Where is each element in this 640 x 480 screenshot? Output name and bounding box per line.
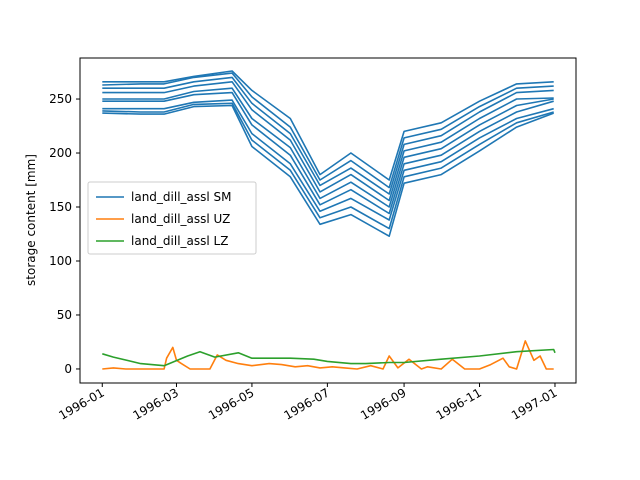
y-tick-label: 200 [49, 146, 72, 160]
series-sm-line-6 [102, 91, 554, 215]
y-axis-label: storage content [mm] [24, 154, 38, 286]
y-tick-label: 100 [49, 254, 72, 268]
legend-label-uz: land_dill_assl UZ [131, 212, 230, 226]
plot-area [102, 70, 556, 370]
y-tick-label: 50 [57, 308, 72, 322]
series-sm-line-9 [102, 104, 554, 237]
legend-frame [87, 181, 257, 255]
legend-label-sm: land_dill_assl SM [131, 190, 232, 204]
series-sm-line-1 [102, 70, 554, 181]
y-tick-label: 150 [49, 200, 72, 214]
y-tick-label: 0 [64, 362, 72, 376]
series-sm-line-7 [102, 99, 554, 221]
series-sm-line-2 [102, 72, 554, 189]
series-sm-line-5 [102, 87, 554, 208]
y-axis: 0 50 100 150 200 250 [49, 92, 80, 376]
axes-frame [79, 57, 577, 384]
series-sm-line-4 [102, 81, 554, 202]
series-lz-line [102, 348, 556, 367]
legend: land_dill_assl SM land_dill_assl UZ land… [87, 181, 257, 255]
series-sm-line-8 [102, 102, 554, 230]
series-sm-line-3 [102, 76, 554, 195]
legend-label-lz: land_dill_assl LZ [131, 234, 228, 248]
y-tick-label: 250 [49, 92, 72, 106]
